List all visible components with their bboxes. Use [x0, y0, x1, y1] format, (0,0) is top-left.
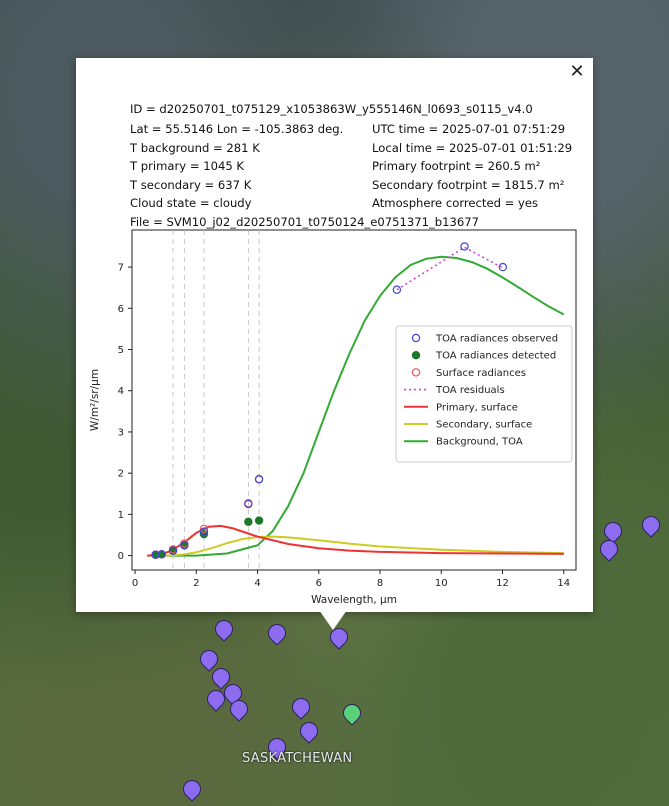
data-point	[168, 546, 178, 555]
data-point	[151, 550, 160, 559]
local-time-text: Local time = 2025-07-01 01:51:29	[372, 141, 573, 155]
t-secondary-text: T secondary = 637 K	[130, 178, 252, 192]
popup-tail	[319, 610, 347, 630]
map-pin[interactable]	[264, 620, 290, 646]
cloud-state-text: Cloud state = cloudy	[130, 196, 252, 210]
data-point	[180, 541, 189, 550]
y-tick-label: 6	[118, 304, 124, 315]
legend-label: Background, TOA	[436, 437, 523, 448]
map-pin[interactable]	[638, 512, 664, 538]
atmosphere-text: Atmosphere corrected = yes	[372, 196, 539, 210]
data-point	[244, 517, 253, 526]
close-icon[interactable]: ✕	[569, 61, 585, 82]
x-tick-label: 14	[557, 578, 570, 589]
x-tick-label: 6	[316, 578, 322, 589]
y-tick-label: 0	[118, 551, 124, 562]
map-pin-selected[interactable]	[339, 700, 365, 726]
data-point	[498, 262, 508, 272]
region-label: SASKATCHEWAN	[242, 751, 353, 766]
legend-label: TOA residuals	[435, 385, 505, 396]
map-pin[interactable]	[211, 616, 237, 642]
file-text: File = SVM10_j02_d20250701_t0750124_e075…	[130, 215, 480, 229]
legend-label: Secondary, surface	[436, 420, 532, 431]
legend-label: TOA radiances detected	[435, 351, 556, 362]
data-point	[254, 475, 264, 484]
data-point	[460, 242, 469, 251]
y-tick-label: 2	[118, 469, 124, 480]
legend-label: Primary, surface	[436, 402, 518, 413]
map-pin[interactable]	[296, 718, 322, 744]
data-point	[254, 516, 264, 525]
y-axis-label: W/m²/sr/μm	[89, 369, 101, 431]
x-tick-label: 10	[435, 578, 448, 589]
data-point	[199, 527, 209, 536]
series-line	[147, 535, 564, 557]
x-tick-label: 0	[132, 578, 138, 589]
x-tick-label: 4	[254, 578, 260, 589]
latlon-text: Lat = 55.5146 Lon = -105.3863 deg.	[130, 122, 344, 136]
y-tick-label: 1	[118, 510, 124, 521]
y-tick-label: 7	[118, 263, 124, 274]
y-tick-label: 5	[118, 345, 124, 356]
series-line	[147, 524, 564, 557]
t-background-text: T background = 281 K	[130, 141, 260, 155]
x-tick-label: 2	[193, 578, 199, 589]
x-axis-label: Wavelength, μm	[311, 594, 397, 606]
primary-footprint-text: Primary footrpint = 260.5 m²	[372, 159, 541, 173]
legend-label: TOA radiances observed	[435, 334, 558, 345]
series-line	[147, 255, 565, 557]
data-point	[199, 524, 209, 533]
map-pin[interactable]	[596, 536, 622, 562]
utc-time-text: UTC time = 2025-07-01 07:51:29	[372, 122, 566, 136]
series-line	[396, 246, 504, 291]
map-pin[interactable]	[179, 776, 205, 802]
data-point	[157, 550, 166, 559]
legend-swatch	[411, 333, 421, 343]
secondary-footprint-text: Secondary footrpint = 1815.7 m²	[372, 178, 565, 192]
legend-swatch	[411, 351, 421, 360]
x-tick-label: 8	[377, 578, 383, 589]
data-point	[244, 499, 253, 509]
t-primary-text: T primary = 1045 K	[130, 159, 245, 173]
x-tick-label: 12	[496, 578, 509, 589]
data-point	[392, 285, 402, 294]
legend-swatch	[411, 368, 421, 377]
y-tick-label: 3	[118, 427, 124, 438]
legend-label: Surface radiances	[436, 368, 526, 379]
legend-box	[395, 325, 573, 463]
id-text: ID = d20250701_t075129_x1053863W_y555146…	[130, 102, 533, 116]
y-tick-label: 4	[118, 386, 124, 397]
info-popup: ✕ ID = d20250701_t075129_x1053863W_y5551…	[76, 58, 593, 612]
map-pin[interactable]	[288, 694, 314, 720]
